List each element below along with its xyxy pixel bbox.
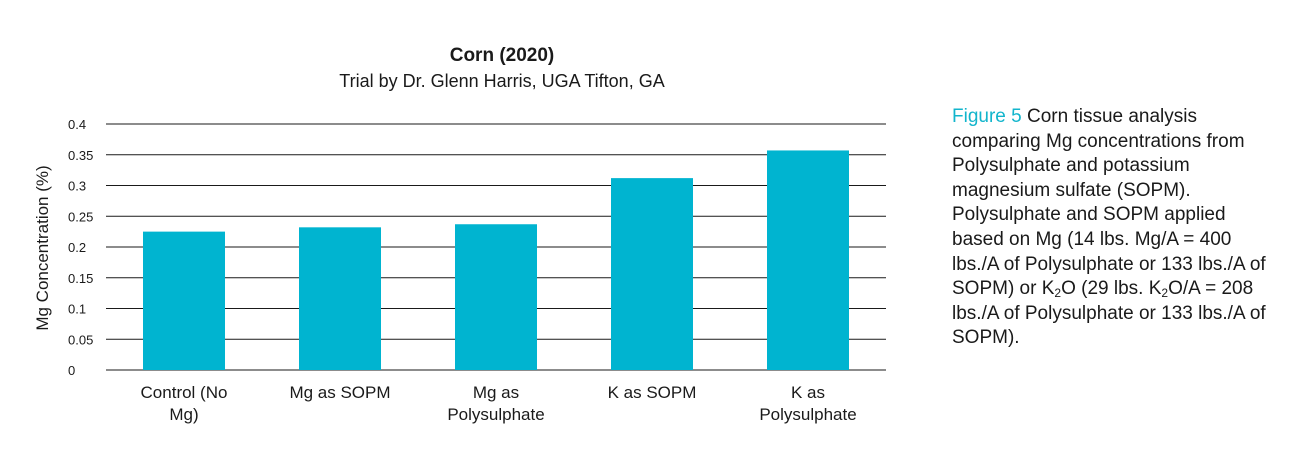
category-label: K as SOPM xyxy=(608,383,697,402)
bars xyxy=(143,150,849,370)
category-label: Polysulphate xyxy=(759,405,856,424)
caption-subscript-2: 2 xyxy=(1161,286,1169,301)
caption-text-1: Corn tissue analysis comparing Mg concen… xyxy=(952,106,1266,300)
y-tick-label: 0.05 xyxy=(68,332,93,347)
y-axis-label: Mg Concentration (%) xyxy=(33,165,52,330)
y-tick-label: 0.4 xyxy=(68,117,86,132)
category-label: Mg) xyxy=(169,405,198,424)
caption-subscript-1: 2 xyxy=(1054,286,1062,301)
y-tick-label: 0.25 xyxy=(68,209,93,224)
category-label: Polysulphate xyxy=(447,405,544,424)
caption-text-3: O/A = 208 lbs./A of Polysulphate or 133 … xyxy=(952,278,1266,349)
bar xyxy=(611,178,693,370)
y-tick-label: 0 xyxy=(68,363,75,378)
figure-caption: Figure 5 Corn tissue analysis comparing … xyxy=(952,105,1272,351)
chart-subtitle: Trial by Dr. Glenn Harris, UGA Tifton, G… xyxy=(339,71,664,91)
caption-text-2: O (29 lbs. K xyxy=(1061,278,1162,300)
figure-label: Figure 5 xyxy=(952,106,1022,127)
category-label: Mg as xyxy=(473,383,519,402)
bar xyxy=(767,150,849,370)
category-label: K as xyxy=(791,383,825,402)
y-tick-label: 0.1 xyxy=(68,302,86,317)
bar xyxy=(455,224,537,370)
bar xyxy=(143,231,225,370)
bar xyxy=(299,227,381,370)
bar-chart: Corn (2020) Trial by Dr. Glenn Harris, U… xyxy=(33,45,886,424)
y-tick-label: 0.2 xyxy=(68,240,86,255)
y-tick-label: 0.35 xyxy=(68,148,93,163)
chart-title: Corn (2020) xyxy=(450,45,555,66)
category-label: Control (No xyxy=(141,383,228,402)
y-tick-label: 0.3 xyxy=(68,179,86,194)
y-tick-label: 0.15 xyxy=(68,271,93,286)
y-tick-labels: 0 0.05 0.1 0.15 0.2 0.25 0.3 0.35 0.4 xyxy=(68,117,93,378)
category-label: Mg as SOPM xyxy=(289,383,390,402)
category-labels: Control (No Mg) Mg as SOPM Mg as Polysulphat… xyxy=(141,383,857,424)
